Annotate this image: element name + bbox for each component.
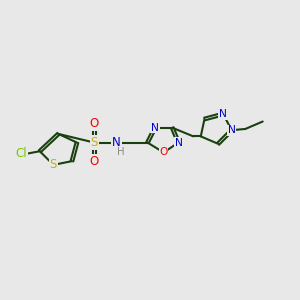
Text: N: N [175,138,182,148]
Text: S: S [91,136,98,149]
Text: N: N [219,109,227,119]
Text: H: H [116,147,124,157]
Text: S: S [50,158,57,171]
Text: Cl: Cl [15,147,27,160]
Text: N: N [228,125,236,135]
Text: N: N [151,123,159,133]
Text: O: O [159,148,168,158]
Text: O: O [90,154,99,168]
Text: O: O [90,118,99,130]
Text: N: N [112,136,121,149]
